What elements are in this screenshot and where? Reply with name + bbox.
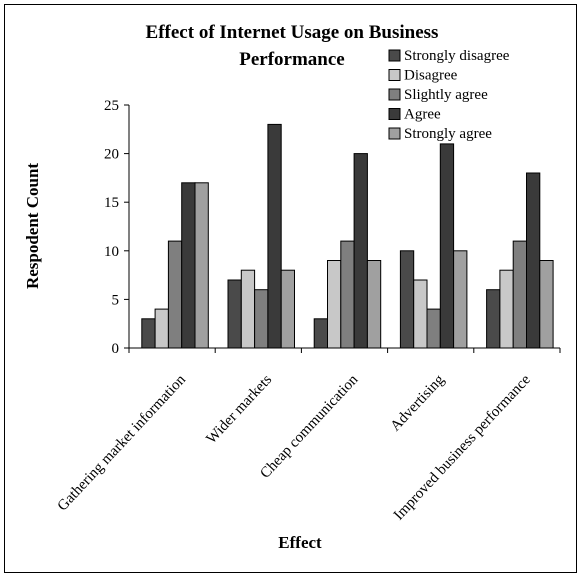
bar-strongly-agree-4 bbox=[453, 250, 468, 349]
bar-strongly-disagree-1 bbox=[141, 318, 156, 349]
bar-strongly-agree-3 bbox=[366, 260, 382, 349]
legend: Strongly disagree Disagree Slightly agree A… bbox=[388, 48, 510, 142]
bar-strongly-disagree-2 bbox=[227, 279, 242, 349]
legend-label: Strongly disagree bbox=[404, 48, 510, 64]
bar-slightly-agree-2 bbox=[254, 289, 269, 349]
bar-agree-3 bbox=[353, 153, 368, 349]
bar-strongly-disagree-5 bbox=[486, 289, 501, 349]
legend-swatch bbox=[388, 127, 401, 140]
bar-agree-2 bbox=[267, 123, 282, 349]
x-tick-label: Cheap communication bbox=[257, 371, 361, 481]
legend-label: Agree bbox=[404, 107, 441, 123]
x-tick-label: Improved business performance bbox=[391, 372, 534, 524]
bar-slightly-agree-5 bbox=[512, 240, 528, 349]
bar-disagree-4 bbox=[413, 279, 428, 349]
bar-agree-1 bbox=[181, 182, 196, 349]
bar-strongly-disagree-3 bbox=[313, 318, 329, 349]
x-axis-label: Effect bbox=[278, 533, 322, 552]
y-tick-label: 15 bbox=[104, 195, 119, 211]
y-axis-label: Respodent Count bbox=[23, 163, 42, 289]
x-tick-label: Gathering market information bbox=[55, 371, 190, 514]
bar-agree-5 bbox=[526, 172, 541, 349]
bar-slightly-agree-4 bbox=[426, 308, 441, 349]
bars-group bbox=[141, 123, 554, 349]
legend-label: Slightly agree bbox=[404, 87, 488, 103]
y-tick-label: 20 bbox=[104, 147, 119, 163]
chart-title-line-1: Effect of Internet Usage on Business bbox=[146, 22, 439, 43]
bar-strongly-agree-2 bbox=[280, 269, 296, 349]
bar-strongly-disagree-4 bbox=[399, 250, 415, 349]
y-tick-label: 0 bbox=[112, 341, 120, 357]
bar-disagree-5 bbox=[499, 269, 514, 349]
x-tick-label: Advertising bbox=[388, 371, 448, 434]
legend-label: Strongly agree bbox=[404, 126, 492, 142]
legend-swatch bbox=[388, 88, 401, 101]
bar-slightly-agree-1 bbox=[167, 240, 183, 349]
legend-label: Disagree bbox=[404, 68, 458, 84]
bar-agree-4 bbox=[439, 143, 455, 349]
bar-strongly-agree-5 bbox=[539, 260, 554, 349]
y-tick-label: 25 bbox=[104, 98, 119, 114]
y-tick-label: 5 bbox=[112, 292, 120, 308]
bar-strongly-agree-1 bbox=[194, 182, 209, 349]
y-tick-label: 10 bbox=[104, 244, 119, 260]
bar-disagree-1 bbox=[154, 308, 169, 349]
bar-slightly-agree-3 bbox=[340, 240, 355, 349]
bar-disagree-2 bbox=[240, 269, 256, 349]
chart-title-line-2: Performance bbox=[239, 49, 345, 70]
axes-group: 0 5 10 15 20 25 Gathering market information Wi… bbox=[55, 98, 561, 524]
legend-swatch bbox=[388, 69, 401, 81]
x-tick-label: Wider markets bbox=[203, 372, 275, 447]
bar-disagree-3 bbox=[327, 260, 342, 349]
legend-swatch bbox=[388, 108, 401, 120]
legend-swatch bbox=[388, 49, 401, 62]
